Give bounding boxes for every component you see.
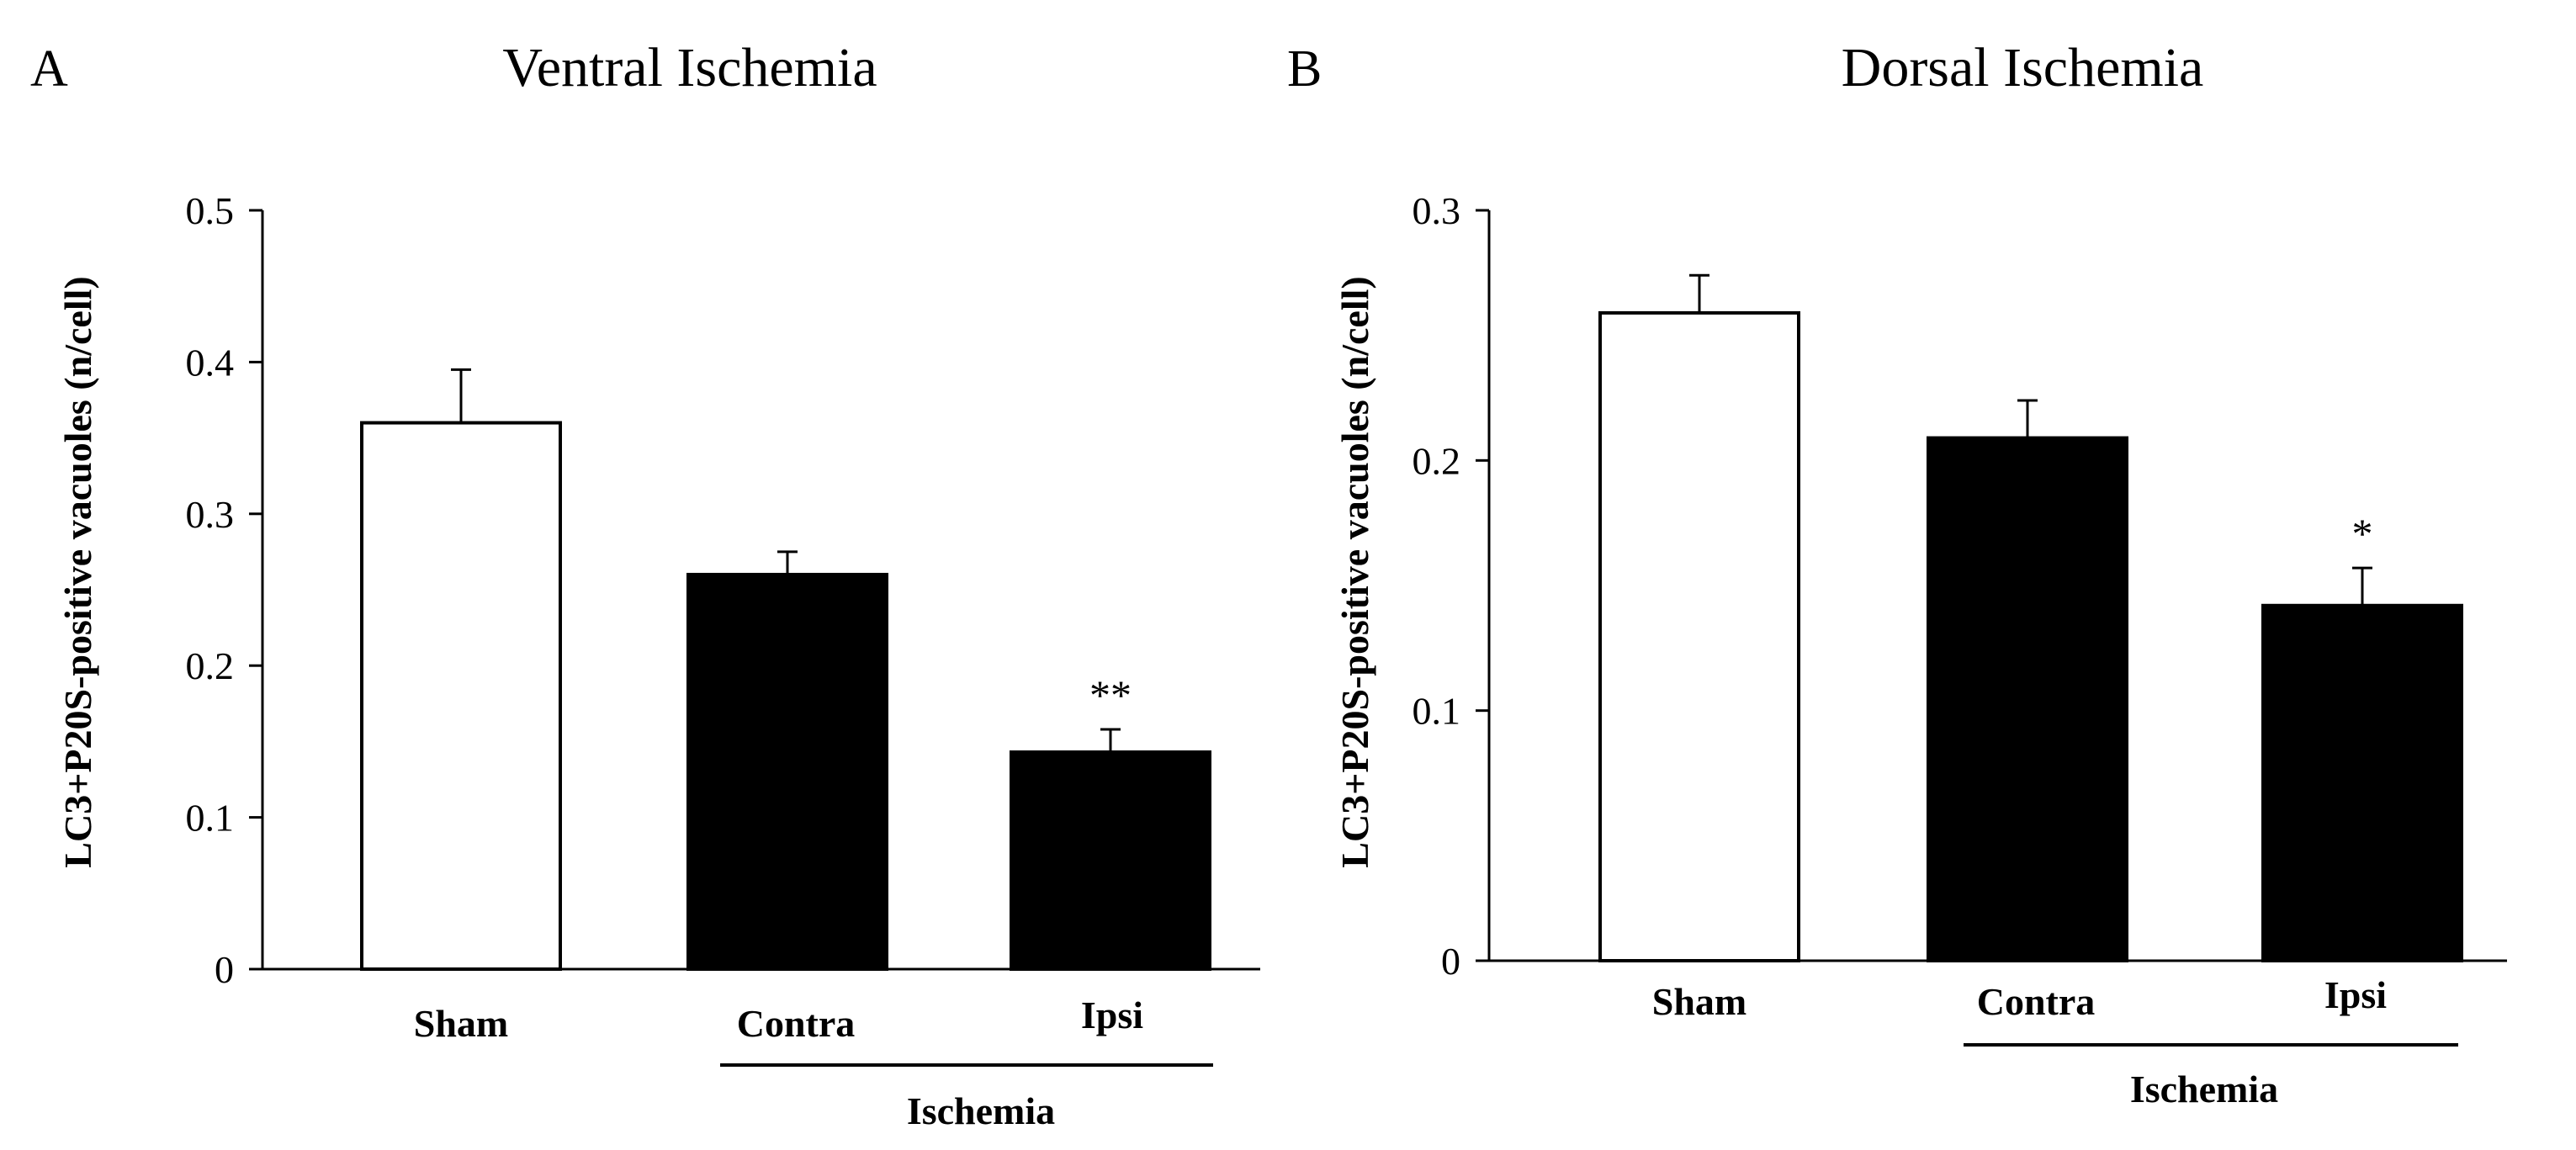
y-axis-label-b: LC3+P20S-positive vacuoles (n/cell): [1333, 276, 1376, 867]
y-tick-label-a-2: 0.2: [186, 644, 235, 687]
y-tick-label-b-1: 0.1: [1413, 690, 1461, 733]
panel-label-a: A: [30, 40, 68, 98]
panel-b: B Dorsal Ischemia LC3+P20S-positive vacu…: [1287, 37, 2507, 1110]
category-label-ipsi-b: Ipsi: [2324, 973, 2387, 1016]
bar-ipsi-a: [1010, 750, 1211, 971]
y-tick-label-a-4: 0.4: [186, 341, 235, 384]
bar-sham-b: [1598, 310, 1800, 962]
y-tick-label-a-5: 0.5: [186, 189, 235, 232]
significance-marker-ipsi-a: **: [1089, 671, 1132, 718]
chart-title-a: Ventral Ischemia: [502, 37, 877, 98]
y-axis-ticks-a: 0 0.1 0.2 0.3 0.4 0.5: [186, 189, 262, 991]
bar-ipsi-b: [2261, 603, 2463, 963]
y-axis-ticks-b: 0 0.1 0.2 0.3: [1413, 189, 1489, 983]
y-axis-label-a: LC3+P20S-positive vacuoles (n/cell): [56, 276, 99, 867]
bars-b: *: [1598, 273, 2463, 963]
y-tick-label-b-2: 0.2: [1413, 439, 1461, 482]
y-tick-label-a-3: 0.3: [186, 493, 235, 536]
category-label-contra-b: Contra: [1977, 980, 2096, 1023]
y-tick-label-a-1: 0.1: [186, 797, 235, 840]
chart-title-b: Dorsal Ischemia: [1842, 37, 2204, 98]
panel-a: A Ventral Ischemia LC3+P20S-positive vac…: [30, 37, 1260, 1132]
significance-marker-ipsi-b: *: [2352, 510, 2373, 557]
category-label-ipsi-a: Ipsi: [1081, 994, 1143, 1036]
panel-label-b: B: [1287, 40, 1322, 98]
y-tick-label-a-0: 0: [215, 948, 234, 991]
bar-contra-a: [686, 572, 888, 972]
bar-contra-b: [1927, 436, 2128, 962]
category-label-contra-a: Contra: [737, 1002, 856, 1045]
bar-sham-a: [360, 421, 562, 971]
group-label-a: Ischemia: [907, 1089, 1055, 1132]
category-label-sham-a: Sham: [414, 1002, 508, 1045]
bars-a: **: [360, 368, 1211, 972]
group-label-b: Ischemia: [2130, 1068, 2278, 1110]
y-tick-label-b-3: 0.3: [1413, 189, 1461, 232]
category-label-sham-b: Sham: [1652, 980, 1746, 1023]
y-tick-label-b-0: 0: [1441, 940, 1460, 983]
